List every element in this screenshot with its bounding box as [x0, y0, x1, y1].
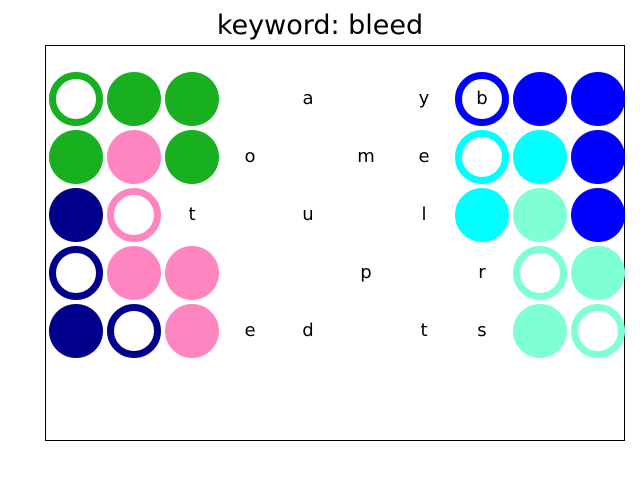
letter-tile: d — [302, 320, 314, 341]
ring-pink — [107, 188, 161, 242]
letter-tile: y — [418, 88, 430, 109]
peg-mint — [571, 246, 625, 300]
letter-tile: b — [476, 88, 488, 109]
letter-tile: r — [478, 262, 486, 283]
peg-blue — [571, 130, 625, 184]
letter-tile: l — [421, 204, 427, 225]
peg-green — [107, 72, 161, 126]
peg-blue — [571, 188, 625, 242]
letter-tile: o — [244, 146, 256, 167]
peg-mint — [513, 188, 567, 242]
letter-tile: e — [418, 146, 430, 167]
peg-navy — [49, 304, 103, 358]
ring-mint — [571, 304, 625, 358]
game-board: a y b o m e t u l p r e d t s — [45, 45, 625, 441]
letter-tile: s — [477, 320, 487, 341]
letter-tile: u — [302, 204, 314, 225]
peg-pink — [165, 246, 219, 300]
peg-green — [165, 130, 219, 184]
peg-pink — [107, 246, 161, 300]
peg-cyan — [455, 188, 509, 242]
puzzle-title: keyword: bleed — [216, 10, 424, 41]
peg-blue — [513, 72, 567, 126]
letter-tile: m — [357, 146, 375, 167]
letter-tile: t — [188, 204, 196, 225]
letter-tile: p — [360, 262, 372, 283]
peg-green — [49, 130, 103, 184]
ring-navy — [107, 304, 161, 358]
ring-green — [49, 72, 103, 126]
peg-blue — [571, 72, 625, 126]
letter-tile: a — [302, 88, 314, 109]
peg-navy — [49, 188, 103, 242]
peg-green — [165, 72, 219, 126]
letter-tile: e — [244, 320, 256, 341]
letter-tile: t — [420, 320, 428, 341]
ring-cyan — [455, 130, 509, 184]
ring-blue — [455, 72, 509, 126]
ring-navy — [49, 246, 103, 300]
peg-mint — [513, 304, 567, 358]
peg-cyan — [513, 130, 567, 184]
peg-pink — [107, 130, 161, 184]
peg-pink — [165, 304, 219, 358]
ring-mint — [513, 246, 567, 300]
